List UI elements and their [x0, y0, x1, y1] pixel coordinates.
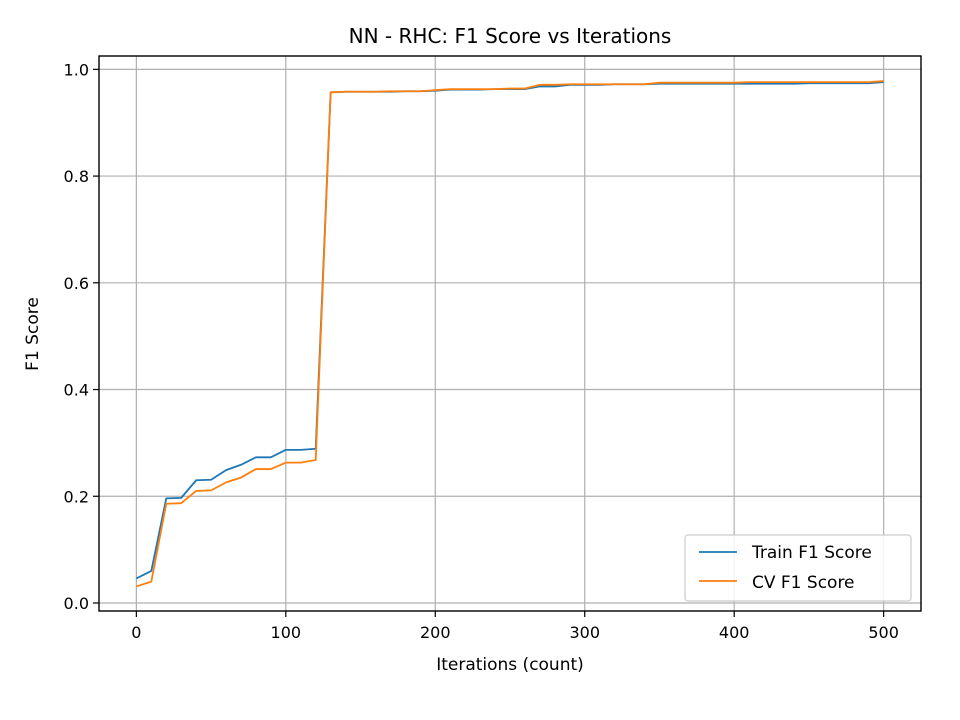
- x-axis-label: Iterations (count): [436, 655, 584, 675]
- y-tick-label: 0.6: [64, 274, 89, 293]
- x-tick-label: 200: [420, 623, 451, 642]
- y-axis-label: F1 Score: [23, 297, 43, 371]
- x-tick-label: 300: [569, 623, 600, 642]
- y-tick-label: 0.8: [64, 167, 89, 186]
- x-tick-label: 500: [868, 623, 899, 642]
- y-tick-label: 1.0: [64, 60, 89, 79]
- y-tick-label: 0.0: [64, 594, 89, 613]
- y-tick-label: 0.2: [64, 487, 89, 506]
- y-tick-label: 0.4: [64, 381, 89, 400]
- legend-box: [684, 534, 912, 602]
- legend-label-train: Train F1 Score: [751, 543, 872, 563]
- x-tick-label: 400: [719, 623, 750, 642]
- plot-frame: [98, 55, 922, 612]
- legend-label-cv: CV F1 Score: [752, 573, 855, 593]
- chart-title: NN - RHC: F1 Score vs Iterations: [349, 24, 672, 48]
- legend: Train F1 Score CV F1 Score: [684, 534, 912, 602]
- x-tick-label: 100: [271, 623, 302, 642]
- grid: [99, 56, 921, 611]
- axis-ticks: 0 100 200 300 400 500 0.0 0.2 0.4 0.6 0.8 1.0: [64, 60, 899, 642]
- series-line-cv-f1: [136, 80, 884, 588]
- x-tick-label: 0: [131, 623, 141, 642]
- series-lines: [135, 80, 884, 588]
